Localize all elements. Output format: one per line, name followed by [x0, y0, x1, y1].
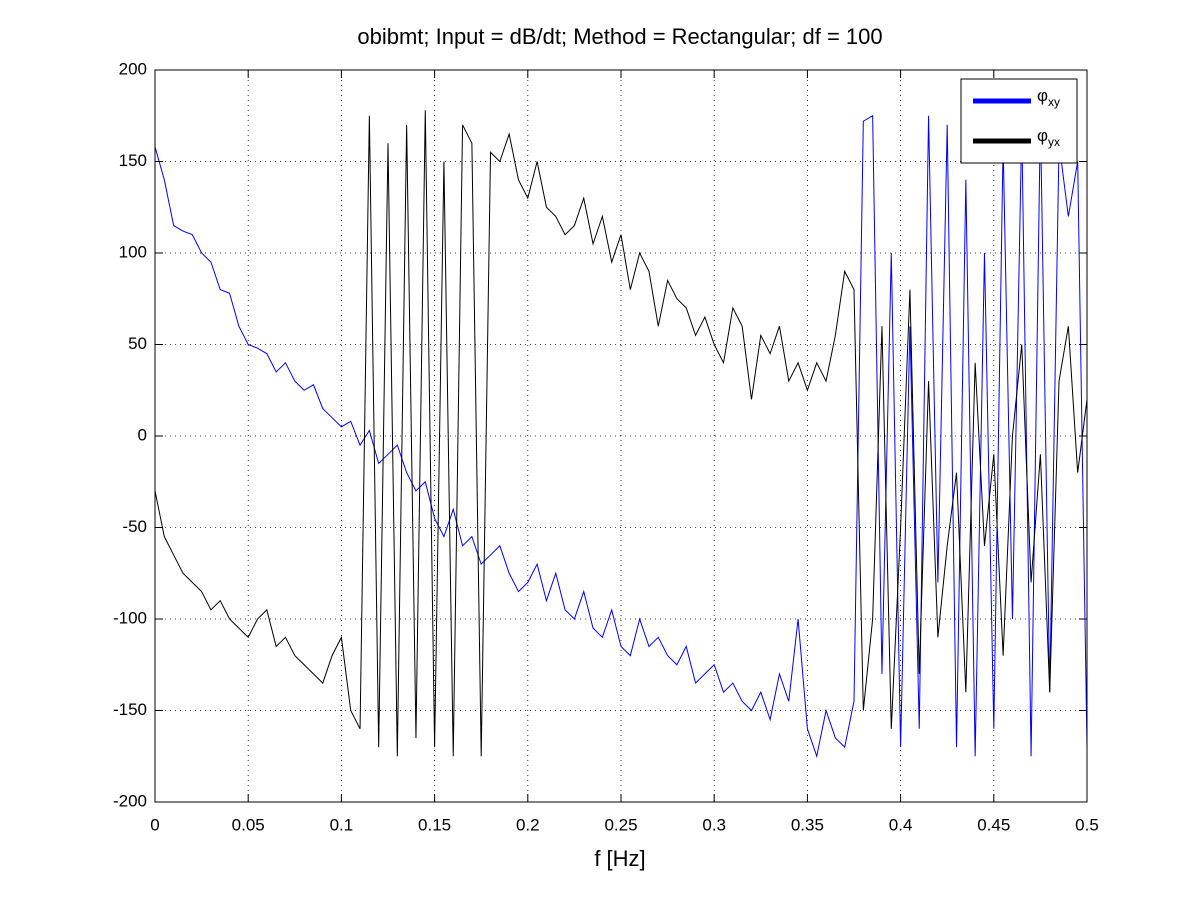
y-tick-label: -200 [113, 791, 147, 810]
y-tick-label: 200 [119, 59, 147, 78]
x-tick-label: 0.25 [604, 815, 637, 834]
legend-box [960, 78, 1078, 164]
x-tick-label: 0.2 [516, 815, 540, 834]
y-tick-label: 50 [128, 334, 147, 353]
x-tick-label: 0.05 [232, 815, 265, 834]
x-tick-label: 0.3 [702, 815, 726, 834]
legend-label: φxy [1037, 86, 1060, 109]
y-tick-label: -150 [113, 700, 147, 719]
y-tick-label: -100 [113, 608, 147, 627]
x-tick-label: 0.5 [1075, 815, 1099, 834]
x-tick-label: 0.45 [977, 815, 1010, 834]
plot-frame [154, 69, 1088, 803]
x-tick-label: 0 [150, 815, 159, 834]
y-tick-label: 100 [119, 242, 147, 261]
x-tick-label: 0.15 [418, 815, 451, 834]
legend-label: φyx [1037, 126, 1060, 149]
x-tick-label: 0.1 [330, 815, 354, 834]
y-tick-label: 0 [138, 425, 147, 444]
y-tick-label: -50 [122, 517, 147, 536]
series-line [154, 110, 1088, 757]
x-tick-label: 0.35 [791, 815, 824, 834]
series-line [154, 114, 1088, 759]
x-axis-label: f [Hz] [594, 846, 645, 871]
y-tick-label: 150 [119, 151, 147, 170]
chart-title: obibmt; Input = dB/dt; Method = Rectangu… [357, 24, 882, 49]
x-tick-label: 0.4 [889, 815, 913, 834]
